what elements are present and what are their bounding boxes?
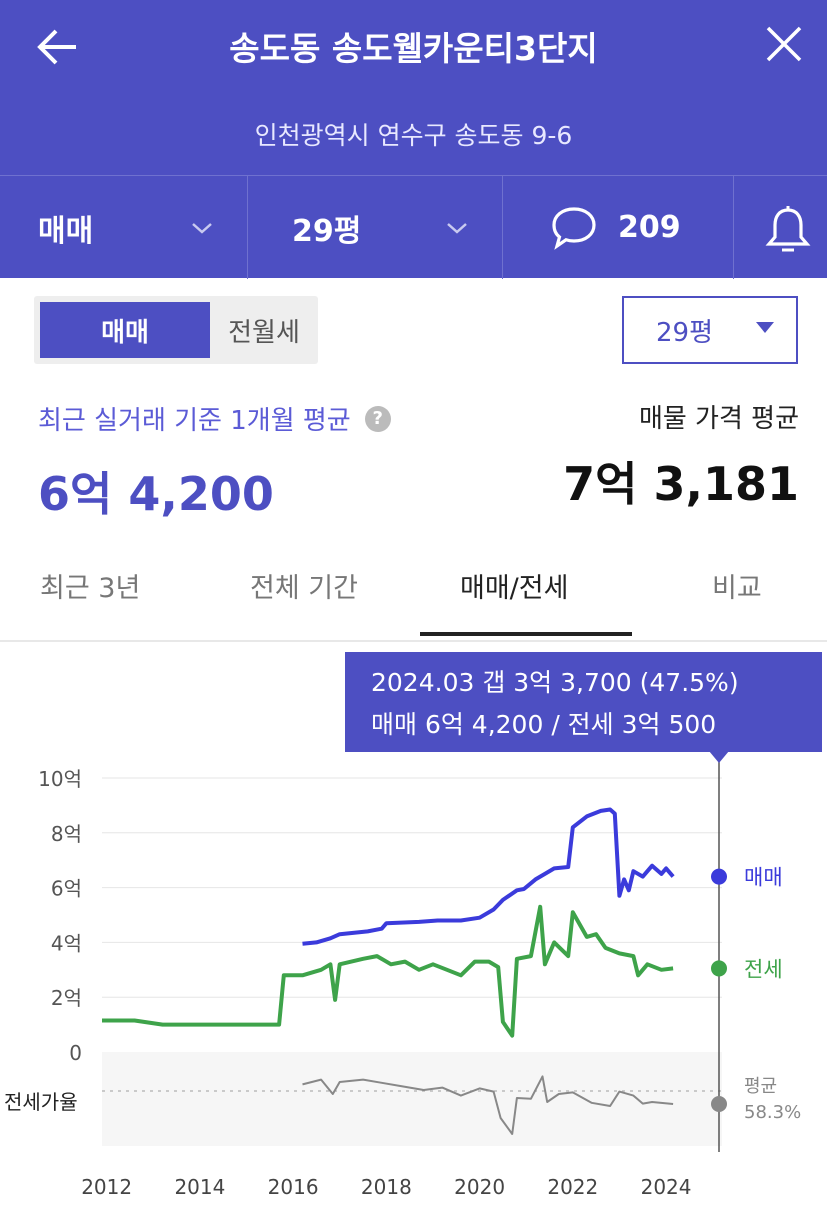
comment-bubble-icon [552, 206, 596, 250]
tooltip-gap-line: 2024.03 갭 3억 3,700 (47.5%) [371, 668, 739, 697]
series-end-marker [711, 960, 727, 977]
listing-price-value: 7억 3,181 [563, 457, 799, 511]
series-end-label: 매매 [744, 866, 783, 890]
ratio-end-label: 평균 [744, 1076, 777, 1097]
trade-type-select[interactable]: 매매 [38, 176, 93, 279]
x-tick-label: 2012 [81, 1175, 132, 1199]
close-icon[interactable] [762, 22, 806, 66]
tab-sale-rent[interactable]: 매매/전세 [460, 573, 569, 604]
area-filter-label: 29평 [292, 213, 362, 249]
chevron-down-icon [447, 223, 467, 234]
y-tick-label: 4억 [51, 931, 82, 955]
y-tick-label: 10억 [38, 767, 82, 791]
tooltip-tail [709, 751, 729, 763]
x-tick-label: 2024 [641, 1175, 692, 1199]
x-tick-label: 2014 [174, 1175, 225, 1199]
ratio-axis-label: 전세가율 [4, 1090, 78, 1114]
chart-tooltip: 2024.03 갭 3억 3,700 (47.5%) 매매 6억 4,200 /… [345, 652, 822, 752]
ratio-panel-bg [102, 1052, 722, 1146]
y-tick-label: 0 [69, 1041, 82, 1065]
area-select[interactable]: 29평 [622, 296, 798, 364]
y-tick-label: 6억 [51, 877, 82, 901]
recent-price-value: 6억 4,200 [38, 467, 274, 521]
listing-price-label: 매물 가격 평균 [638, 404, 799, 434]
comments-button[interactable]: 209 [550, 176, 681, 279]
series-line-0 [302, 807, 675, 946]
y-tick-label: 8억 [51, 822, 82, 846]
x-tick-label: 2018 [361, 1175, 412, 1199]
help-icon[interactable]: ? [364, 405, 391, 432]
price-chart[interactable]: 10억 8억 6억 4억 2억 0 2012 2014 2016 2018 2020 2022 202… [0, 652, 827, 1212]
series-end-label: 전세 [744, 957, 783, 981]
page-title: 송도동 송도웰카운티3단지 [229, 29, 598, 68]
series-end-marker [711, 1096, 727, 1112]
back-arrow-icon[interactable] [34, 22, 84, 72]
address: 인천광역시 연수구 송도동 9-6 [254, 121, 573, 150]
recent-price-label-text: 최근 실거래 기준 1개월 평균 [38, 406, 351, 436]
toggle-sale[interactable]: 매매 [40, 302, 210, 358]
tab-recent-3y[interactable]: 최근 3년 [40, 573, 141, 604]
trade-toggle: 매매 전월세 [34, 296, 318, 364]
active-tab-indicator [420, 632, 632, 636]
toggle-rent[interactable]: 전월세 [228, 317, 300, 348]
x-tick-label: 2020 [454, 1175, 505, 1199]
recent-price-label: 최근 실거래 기준 1개월 평균 ? [38, 400, 391, 437]
tooltip-price-line: 매매 6억 4,200 / 전세 3억 500 [371, 710, 717, 739]
ratio-end-value: 58.3% [744, 1102, 801, 1123]
trade-type-label: 매매 [38, 213, 94, 249]
tab-compare[interactable]: 비교 [712, 573, 762, 604]
bell-icon[interactable] [764, 206, 812, 256]
series-end-marker [711, 868, 727, 885]
app-header: 송도동 송도웰카운티3단지 인천광역시 연수구 송도동 9-6 매매 29평 2… [0, 0, 827, 279]
period-tabs: 최근 3년 전체 기간 매매/전세 비교 [0, 540, 827, 642]
series-line-1 [102, 904, 674, 1038]
area-select-value: 29평 [656, 317, 714, 348]
dropdown-triangle-icon [756, 322, 774, 333]
area-filter-select[interactable]: 29평 [292, 176, 361, 279]
filter-bar: 매매 29평 209 [0, 175, 827, 279]
x-tick-label: 2022 [547, 1175, 598, 1199]
series-line-2 [302, 1075, 674, 1135]
tab-all-period[interactable]: 전체 기간 [250, 573, 358, 604]
x-tick-label: 2016 [268, 1175, 319, 1199]
chevron-down-icon [192, 223, 212, 234]
comment-count: 209 [618, 210, 681, 245]
y-tick-label: 2억 [51, 986, 82, 1010]
